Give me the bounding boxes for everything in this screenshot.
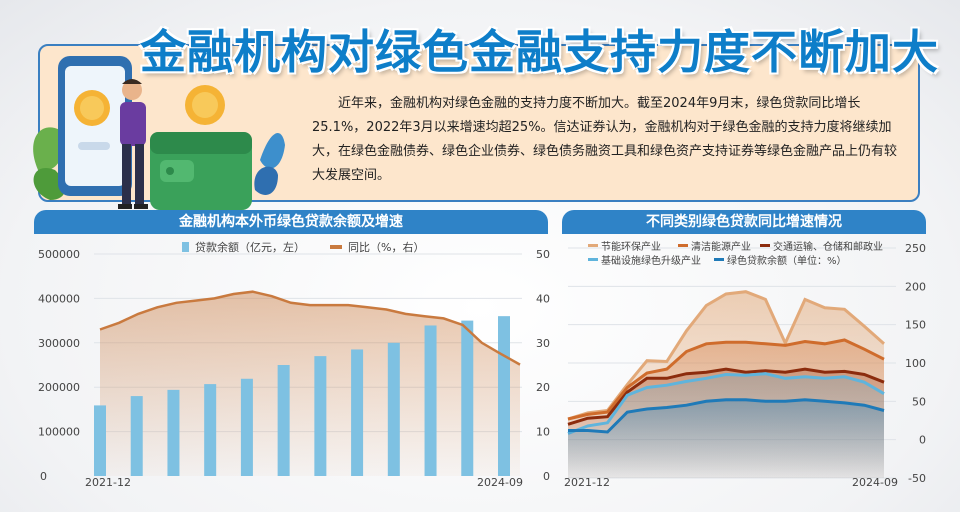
bar: [277, 365, 290, 476]
right-tick-label: 50: [536, 248, 550, 261]
right-tick-label: 200: [905, 280, 926, 293]
legend-label-line: 同比（%，右）: [348, 240, 424, 254]
bar: [387, 342, 400, 476]
bar: [94, 405, 106, 476]
legend-label: 交通运输、仓储和邮政业: [773, 240, 883, 253]
bar: [351, 349, 364, 476]
left-tick-label: 300000: [38, 337, 80, 350]
bar: [240, 378, 253, 476]
person-icon: [122, 80, 142, 100]
yoy-area: [100, 291, 520, 476]
left-chart-title: 金融机构本外币绿色贷款余额及增速: [34, 210, 548, 234]
bar: [424, 325, 437, 476]
left-tick-label: 0: [40, 470, 47, 483]
right-chart-title: 不同类别绿色贷款同比增速情况: [562, 210, 926, 234]
x-end-label: 2024-09: [477, 476, 523, 489]
legend-swatch: [714, 258, 724, 261]
right-tick-label: 50: [912, 395, 926, 408]
right-tick-label: 10: [536, 426, 550, 439]
left-tick-label: 100000: [38, 426, 80, 439]
x-start-label: 2021-12: [564, 476, 610, 489]
left-tick-label: 500000: [38, 248, 80, 261]
legend-label: 节能环保产业: [601, 240, 661, 253]
series-line: [567, 372, 885, 435]
legend-label-bar: 贷款余额（亿元，左）: [195, 240, 305, 254]
legend-label: 清洁能源产业: [691, 240, 751, 253]
legend-label: 绿色贷款余额（单位：%）: [727, 254, 847, 267]
series-line: [567, 367, 885, 426]
right-tick-label: 20: [536, 381, 550, 394]
x-end-label: 2024-09: [852, 476, 898, 489]
legend-label: 基础设施绿色升级产业: [601, 254, 701, 267]
bar: [498, 316, 510, 476]
bar: [314, 356, 327, 476]
bar: [461, 320, 474, 476]
yoy-line: [99, 290, 521, 366]
series-line: [568, 398, 885, 434]
legend-swatch: [588, 244, 598, 247]
series-line: [567, 290, 885, 421]
right-tick-label: 40: [536, 292, 550, 305]
right-tick-label: -50: [908, 472, 926, 485]
legend-swatch-bar: [182, 242, 189, 252]
left-tick-label: 400000: [38, 292, 80, 305]
legend-swatch: [760, 244, 770, 247]
series-line: [567, 338, 885, 421]
legend-swatch: [678, 244, 688, 247]
legend-swatch-line: [330, 245, 342, 249]
series-area: [568, 399, 884, 478]
intro-paragraph: 近年来，金融机构对绿色金融的支持力度不断加大。截至2024年9月末，绿色贷款同比…: [312, 96, 898, 183]
right-tick-label: 0: [543, 470, 550, 483]
bar: [167, 389, 180, 476]
leaf-icon: [33, 127, 64, 171]
page-title: 金融机构对绿色金融支持力度不断加大: [140, 25, 939, 79]
right-tick-label: 250: [905, 242, 926, 255]
left-tick-label: 200000: [38, 381, 80, 394]
bar: [130, 396, 143, 476]
left-chart: 0 100000 200000 300000 400000 500000 10 20 30 40 5…: [38, 240, 550, 489]
x-start-label: 2021-12: [85, 476, 131, 489]
right-tick-label: 100: [905, 357, 926, 370]
legend-swatch: [588, 258, 598, 261]
right-tick-label: 150: [905, 319, 926, 332]
right-tick-label: 30: [536, 337, 550, 350]
right-chart: -50 0 50 100 150 200 250 节能环保产业 清洁能源产业 交通运输、仓储和邮政…: [564, 240, 926, 489]
illustration: [33, 56, 285, 210]
bar: [204, 384, 217, 476]
right-tick-label: 0: [919, 434, 926, 447]
